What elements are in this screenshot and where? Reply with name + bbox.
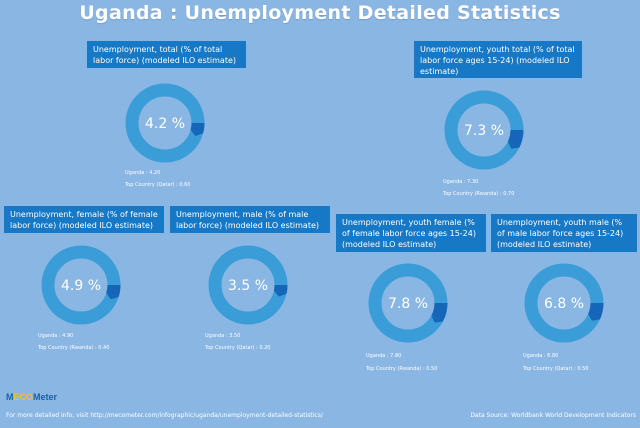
donut-value-segment — [190, 122, 205, 134]
country-value: Uganda : 4.20 — [125, 170, 161, 176]
logo-part-m: M — [6, 392, 14, 402]
top-country-value: Top Country (Qatar) : 0.20 — [205, 345, 271, 351]
donut-value-segment — [273, 284, 288, 294]
donut-chart: 7.8 % — [368, 263, 448, 343]
country-value: Uganda : 7.30 — [443, 179, 479, 185]
donut-pointer — [190, 129, 204, 136]
top-country-value: Top Country (Rwanda) : 0.40 — [38, 345, 110, 351]
panel-label: Unemployment, youth female (% of female … — [336, 214, 486, 252]
donut-value-label: 7.8 % — [388, 296, 428, 312]
donut-chart: 4.2 % — [125, 83, 205, 163]
panel-label: Unemployment, youth male (% of male labo… — [491, 214, 637, 252]
panel-label: Unemployment, youth total (% of total la… — [414, 41, 582, 78]
donut-value-label: 4.2 % — [145, 116, 185, 132]
donut-pointer — [588, 313, 600, 321]
logo-part-eco: ECO — [13, 392, 34, 402]
country-value: Uganda : 3.50 — [205, 333, 241, 339]
page-title: Uganda : Unemployment Detailed Statistic… — [79, 2, 561, 24]
donut-value-label: 4.9 % — [61, 278, 101, 294]
donut-value-label: 7.3 % — [464, 123, 504, 139]
donut-value-segment — [507, 129, 524, 148]
donut-chart: 6.8 % — [524, 263, 604, 343]
top-country-value: Top Country (Qatar) : 0.50 — [523, 366, 589, 372]
donut-pointer — [507, 141, 520, 149]
panel-label: Unemployment, male (% of male labor forc… — [170, 206, 330, 233]
donut-value-label: 3.5 % — [228, 278, 268, 294]
country-value: Uganda : 7.80 — [366, 353, 402, 359]
donut-pointer — [106, 293, 119, 300]
panel-label: Unemployment, female (% of female labor … — [4, 206, 164, 233]
country-value: Uganda : 6.80 — [523, 353, 559, 359]
footer-source-text: Data Source: Worldbank World Development… — [470, 412, 636, 419]
donut-pointer — [273, 290, 287, 297]
donut-value-segment — [106, 284, 121, 297]
top-country-value: Top Country (Rwanda) : 0.70 — [443, 191, 515, 197]
donut-chart: 7.3 % — [444, 90, 524, 170]
donut-value-label: 6.8 % — [544, 296, 584, 312]
top-country-value: Top Country (Rwanda) : 0.50 — [366, 366, 438, 372]
donut-chart: 3.5 % — [208, 245, 288, 325]
footer-link-text[interactable]: For more detailed info, visit http://mec… — [6, 412, 323, 419]
country-value: Uganda : 4.90 — [38, 333, 74, 339]
panel-label: Unemployment, total (% of total labor fo… — [87, 41, 246, 68]
donut-value-segment — [587, 302, 604, 320]
top-country-value: Top Country (Qatar) : 0.60 — [125, 182, 191, 188]
donut-value-segment — [431, 302, 448, 322]
mecometer-logo[interactable]: MECOMeter — [6, 392, 57, 402]
logo-part-meter: Meter — [33, 392, 58, 402]
donut-pointer — [431, 315, 443, 323]
donut-chart: 4.9 % — [41, 245, 121, 325]
